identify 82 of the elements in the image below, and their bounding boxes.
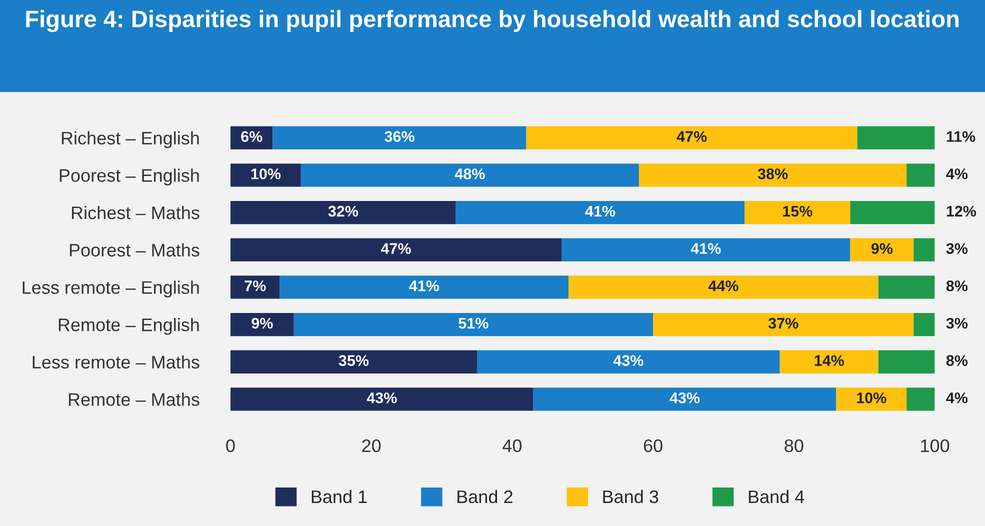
x-tick-label: 60 [644,439,662,452]
data-label: 41% [585,206,616,217]
y-tick-label: Remote – English [58,318,199,335]
x-tick-label: 80 [784,439,804,452]
bar [836,388,907,411]
bar [914,312,935,336]
data-label: 8% [946,355,968,366]
data-label: 43% [670,392,700,404]
data-label: 10% [251,168,281,180]
bar [230,238,562,262]
bar [230,312,294,336]
bar [476,350,780,374]
y-tick-label: Poorest – English [60,168,199,186]
data-label: 12% [946,206,976,217]
bar [230,276,280,299]
data-label: 11% [946,131,976,142]
y-tick-label: Richest – English [62,131,199,148]
data-label: 51% [458,318,488,329]
bar [878,350,935,374]
legend-label: Band 4 [748,490,804,504]
data-label: 8% [946,280,968,292]
data-label: 3% [946,318,968,329]
data-label: 32% [328,206,358,217]
bar [300,164,639,187]
legend-label: Band 1 [312,490,367,504]
data-label: 9% [871,243,893,254]
data-label: 10% [857,392,886,404]
bar [230,350,477,374]
bar [280,276,569,299]
x-tick-label: 0 [226,439,235,452]
x-tick-label: 100 [921,439,950,452]
bar [878,276,935,299]
y-tick-label: Remote – Maths [68,392,200,406]
data-label: 41% [690,243,721,254]
bar [780,350,878,374]
data-label: 47% [676,131,707,142]
data-label: 47% [380,243,411,254]
legend-label: Band 2 [458,490,512,504]
bar [906,164,935,187]
data-label: 41% [409,280,440,292]
bar [638,164,907,187]
data-label: 36% [384,131,414,142]
bar [906,388,935,411]
data-label: 6% [241,131,262,142]
bar [294,312,654,336]
data-label: 43% [366,392,397,404]
bar [914,238,935,262]
bar [568,276,878,299]
y-tick-label: Richest – Maths [72,206,200,220]
bar [562,238,850,262]
bar [850,200,935,224]
data-label: 37% [768,318,798,329]
data-label: 35% [338,355,369,366]
data-label: 44% [708,280,738,292]
bar [230,200,456,224]
bar [230,388,534,411]
data-label: 14% [814,355,844,366]
bar [857,126,935,150]
x-tick-label: 40 [502,439,522,452]
bar [653,312,914,336]
y-tick-label: Poorest – Maths [70,243,200,257]
data-label: 4% [946,392,968,404]
data-label: 7% [244,280,266,292]
bar [526,126,858,150]
data-label: 4% [946,168,968,180]
bar [533,388,836,411]
data-label: 3% [946,243,968,254]
data-label: 9% [252,318,273,329]
legend-label: Band 3 [603,490,658,504]
y-tick-label: Less remote – Maths [32,355,200,369]
data-label: 43% [613,355,644,366]
data-label: 15% [783,206,812,217]
bar [230,164,301,187]
bar [272,126,526,150]
bar [850,238,914,262]
chart-title: Figure 4: Disparities in pupil performance by household wealth and school location [26,10,959,32]
x-tick-label: 20 [362,439,381,452]
bar [744,200,850,224]
y-tick-label: Less remote – English [22,280,199,298]
bar [456,200,745,224]
data-label: 48% [454,168,485,180]
data-label: 38% [758,168,788,180]
